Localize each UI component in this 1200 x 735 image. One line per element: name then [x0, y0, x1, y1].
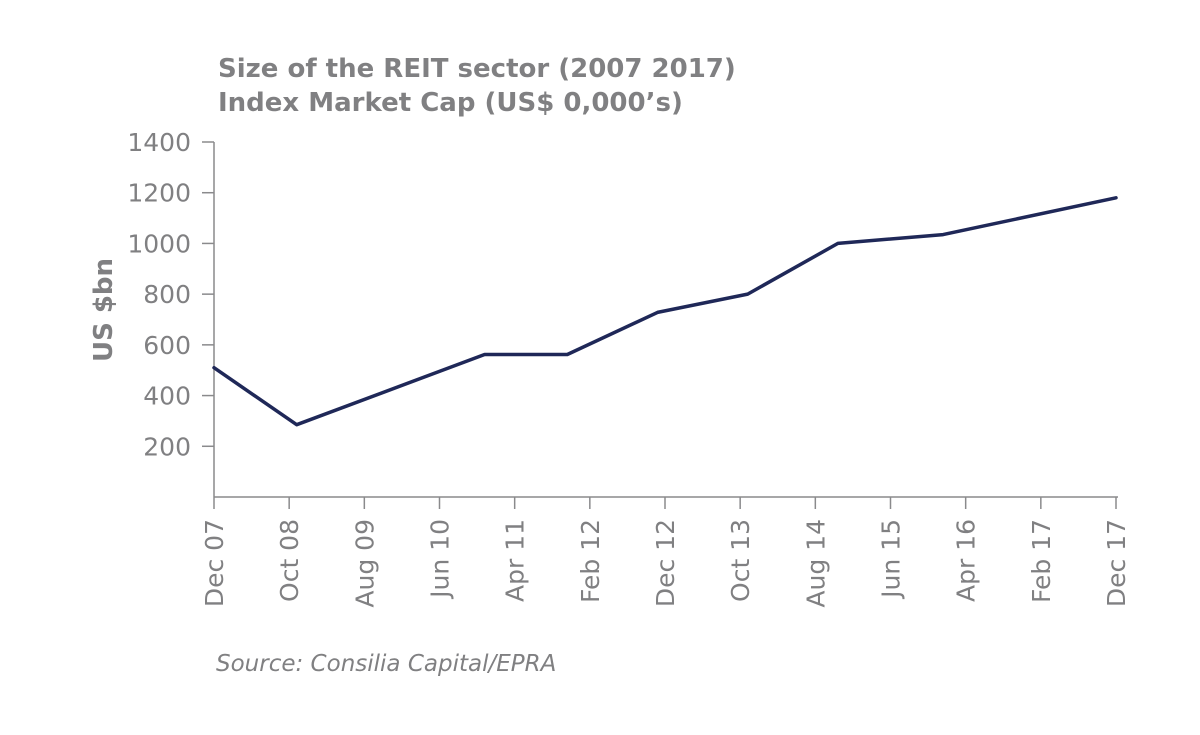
- y-tick-label: 1000: [127, 229, 191, 258]
- x-tick-label: Dec 07: [200, 519, 229, 607]
- y-tick-label: 800: [143, 280, 191, 309]
- x-tick-label: Aug 14: [801, 519, 830, 608]
- chart-title-line-2: Index Market Cap (US$ 0,000’s): [218, 88, 683, 118]
- series-line: [212, 196, 1118, 427]
- x-tick-label: Aug 09: [350, 519, 379, 608]
- x-tick-label: Oct 13: [726, 519, 755, 602]
- y-tick-label: 1400: [127, 128, 191, 157]
- x-tick-label: Jun 15: [877, 519, 906, 600]
- chart-axes: [213, 142, 1118, 498]
- x-tick-label: Feb 17: [1027, 519, 1056, 603]
- x-tick-label: Jun 10: [426, 519, 455, 600]
- chart-series: [212, 196, 1118, 427]
- x-tick-label: Dec 17: [1102, 519, 1131, 607]
- y-tick-label: 200: [143, 432, 191, 461]
- x-tick-label: Apr 16: [952, 519, 981, 602]
- y-tick-label: 600: [143, 331, 191, 360]
- x-tick-label: Dec 12: [651, 519, 680, 607]
- y-tick-label: 400: [143, 382, 191, 411]
- x-tick-label: Feb 12: [576, 519, 605, 603]
- x-axis-ticks: Dec 07 Oct 08 Aug 09 Jun 10 Apr 11 Feb 12 Dec …: [200, 497, 1131, 608]
- chart-source: Source: Consilia Capital/EPRA: [216, 651, 556, 677]
- y-axis-label: US $bn: [89, 258, 119, 362]
- y-axis-ticks: 200 400 600 800 1000 1200 1400: [127, 128, 214, 461]
- chart-title-line-1: Size of the REIT sector (2007 2017): [218, 54, 736, 84]
- x-tick-label: Oct 08: [275, 519, 304, 602]
- y-tick-label: 1200: [127, 179, 191, 208]
- x-tick-label: Apr 11: [501, 519, 530, 602]
